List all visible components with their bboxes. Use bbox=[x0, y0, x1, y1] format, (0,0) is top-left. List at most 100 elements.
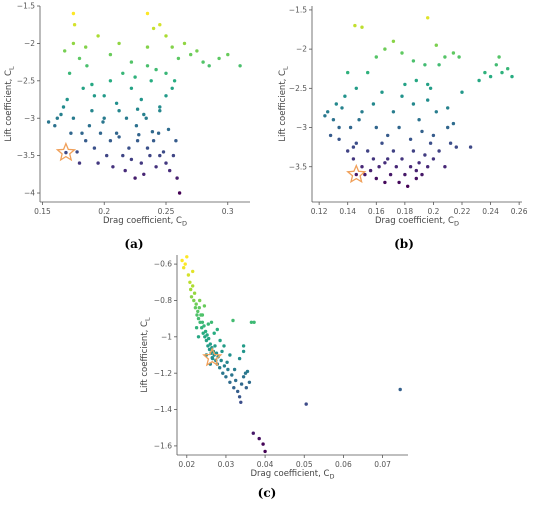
data-point bbox=[55, 116, 59, 120]
data-point bbox=[84, 45, 88, 49]
y-tick-label: −1 bbox=[161, 332, 172, 341]
data-point bbox=[145, 45, 150, 49]
data-point bbox=[206, 344, 210, 348]
data-point bbox=[90, 109, 94, 113]
data-point bbox=[182, 266, 186, 270]
data-point bbox=[500, 70, 504, 75]
data-point bbox=[247, 380, 252, 384]
data-point bbox=[129, 86, 134, 91]
data-point bbox=[423, 153, 427, 157]
data-point bbox=[426, 16, 430, 20]
data-point bbox=[245, 369, 250, 374]
data-point bbox=[98, 131, 103, 135]
data-point bbox=[145, 11, 150, 16]
data-point bbox=[135, 107, 140, 111]
data-point bbox=[408, 137, 413, 141]
data-point bbox=[170, 45, 174, 49]
data-point bbox=[108, 79, 113, 83]
data-point bbox=[414, 78, 418, 83]
data-point bbox=[494, 63, 498, 67]
data-point bbox=[386, 133, 390, 138]
y-axis-label-subscript: L bbox=[144, 317, 152, 321]
data-point bbox=[180, 258, 184, 263]
data-point bbox=[202, 324, 206, 328]
y-axis-label-subscript: L bbox=[8, 66, 16, 70]
data-point bbox=[72, 23, 77, 27]
data-point bbox=[197, 306, 201, 310]
x-tick-label: 0.14 bbox=[339, 207, 356, 216]
data-point bbox=[217, 56, 221, 61]
data-point bbox=[156, 131, 161, 135]
data-point bbox=[417, 118, 421, 122]
data-point bbox=[380, 90, 384, 94]
data-point bbox=[105, 153, 109, 158]
data-point bbox=[426, 82, 430, 87]
optimum-star-icon bbox=[346, 163, 367, 184]
data-point bbox=[397, 125, 401, 130]
x-tick-label: 0.04 bbox=[257, 460, 274, 469]
data-point bbox=[411, 149, 416, 153]
data-point bbox=[71, 41, 76, 46]
data-point bbox=[164, 34, 168, 38]
data-point bbox=[80, 131, 84, 135]
data-point bbox=[510, 74, 514, 79]
data-point bbox=[397, 180, 401, 185]
data-point bbox=[121, 153, 125, 158]
data-point bbox=[406, 184, 410, 188]
data-point bbox=[398, 387, 402, 392]
data-point bbox=[446, 106, 450, 110]
data-point bbox=[195, 313, 199, 317]
data-point bbox=[443, 55, 447, 59]
data-point bbox=[158, 23, 162, 27]
data-point bbox=[446, 125, 450, 130]
data-point bbox=[348, 125, 353, 130]
x-tick-label: 0.18 bbox=[397, 207, 414, 216]
data-point bbox=[239, 400, 243, 404]
data-point bbox=[237, 395, 242, 399]
y-tick-label: −4 bbox=[24, 189, 35, 198]
data-point bbox=[209, 320, 214, 324]
data-point bbox=[133, 176, 137, 180]
data-point bbox=[164, 71, 168, 76]
data-point bbox=[363, 172, 367, 177]
data-point bbox=[222, 364, 227, 368]
data-point bbox=[85, 64, 89, 68]
data-point bbox=[150, 130, 155, 134]
data-point bbox=[323, 114, 327, 118]
data-point bbox=[225, 360, 229, 364]
data-point bbox=[177, 191, 182, 195]
data-point bbox=[194, 302, 198, 306]
x-axis-label-text: Drag coefficient, C bbox=[375, 216, 454, 226]
scatter-panel-3: 0.02 0.03 0.04 0.05 0.06 0.07 −1.6 −1.4 −1.2 −1 −0… bbox=[140, 255, 408, 500]
data-point bbox=[193, 306, 198, 310]
data-point bbox=[383, 161, 387, 165]
data-point bbox=[117, 109, 121, 113]
data-point bbox=[228, 353, 232, 357]
y-tick-label: −2 bbox=[24, 39, 35, 48]
data-point bbox=[366, 70, 370, 75]
data-point bbox=[75, 150, 79, 154]
data-point bbox=[212, 331, 216, 335]
data-point bbox=[420, 129, 424, 134]
data-point bbox=[137, 133, 141, 137]
x-tick-label: 0.2 bbox=[427, 207, 439, 216]
data-point bbox=[230, 373, 234, 377]
data-point bbox=[142, 112, 146, 117]
x-axis-label-subscript: D bbox=[329, 473, 334, 481]
optimum-point bbox=[64, 150, 68, 155]
data-point bbox=[53, 124, 57, 128]
data-point bbox=[232, 386, 236, 390]
y-tick-label: −2 bbox=[296, 45, 307, 54]
x-tick-label: 0.07 bbox=[374, 460, 391, 469]
data-point bbox=[203, 335, 207, 339]
data-point bbox=[123, 168, 127, 173]
data-point bbox=[62, 49, 67, 53]
data-point bbox=[251, 431, 255, 435]
x-axis-label: Drag coefficient, CD bbox=[250, 469, 334, 481]
data-point bbox=[360, 25, 364, 29]
data-point bbox=[383, 180, 387, 185]
y-tick-label: −3 bbox=[296, 123, 307, 132]
data-point bbox=[228, 380, 232, 384]
data-point bbox=[400, 94, 404, 98]
panel-label: (a) bbox=[124, 237, 143, 251]
